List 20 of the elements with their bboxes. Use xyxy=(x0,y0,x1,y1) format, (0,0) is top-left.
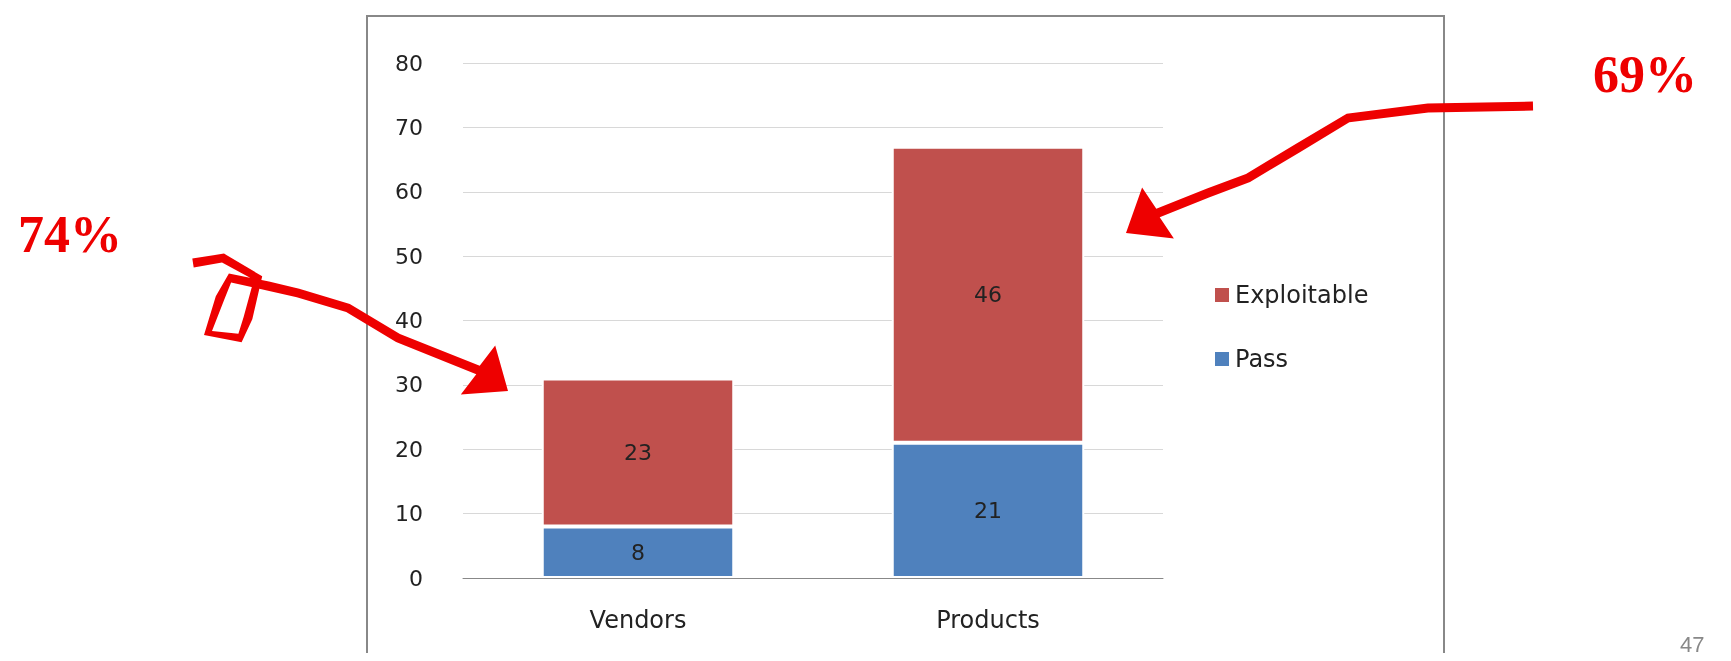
y-tick-label: 40 xyxy=(395,308,423,333)
y-tick-label: 60 xyxy=(395,179,423,205)
x-tick-label: Vendors xyxy=(589,606,687,634)
y-tick-label: 80 xyxy=(395,50,423,76)
y-tick-label: 70 xyxy=(395,114,423,140)
data-label: 21 xyxy=(974,497,1002,523)
text: 47 xyxy=(1680,631,1705,657)
data-label: 46 xyxy=(974,282,1002,308)
y-tick-label: 50 xyxy=(395,243,423,269)
y-tick-label: 10 xyxy=(395,501,423,527)
y-tick-label: 20 xyxy=(395,436,423,462)
text: 74% xyxy=(18,205,122,263)
data-label: 8 xyxy=(631,539,645,565)
legend-label: Pass xyxy=(1235,345,1289,373)
text: 69% xyxy=(1593,45,1697,103)
x-tick-label: Products xyxy=(936,606,1040,634)
y-tick-label: 0 xyxy=(409,565,423,591)
legend-label: Exploitable xyxy=(1235,281,1369,309)
y-tick-label: 30 xyxy=(395,372,423,398)
data-label: 23 xyxy=(624,439,652,465)
